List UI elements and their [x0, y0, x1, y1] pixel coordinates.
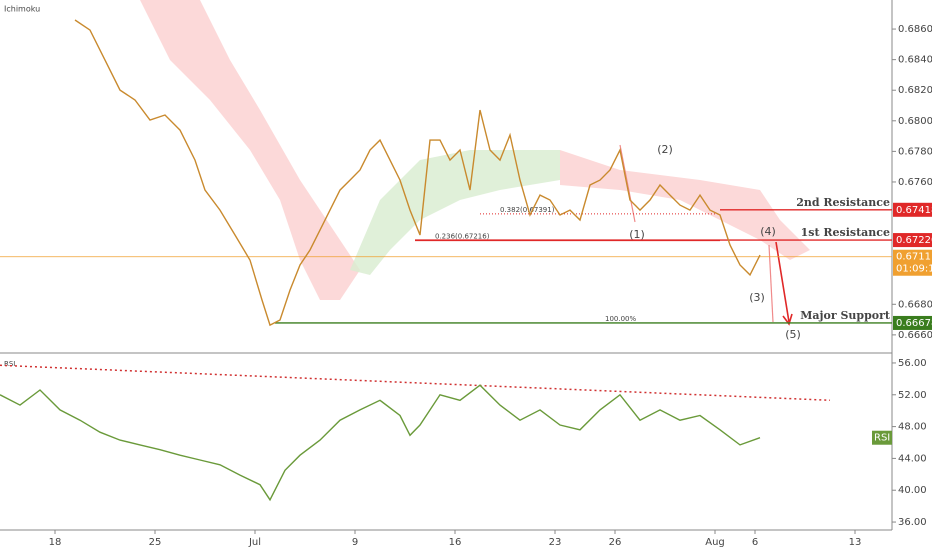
- arrow-head: [782, 313, 793, 326]
- level-name: 2nd Resistance: [796, 196, 890, 209]
- series-name: RSI: [874, 433, 890, 444]
- arrow: [775, 241, 790, 323]
- x-tick-label: 16: [449, 537, 462, 548]
- x-tick-label: 13: [849, 537, 862, 548]
- level-box: [893, 315, 932, 330]
- series-box: [872, 430, 892, 445]
- wave-label: (3): [749, 291, 765, 304]
- y-tick-label: 44.00: [898, 453, 927, 464]
- level-value: 0.67220: [896, 235, 932, 246]
- cloud-bear: [560, 150, 810, 260]
- cloud-bull: [350, 150, 560, 275]
- wave-label: (1): [629, 228, 645, 241]
- y-tick-label: 36.00: [898, 517, 927, 528]
- current-price: 0.67111: [896, 252, 932, 263]
- level-value: 0.67418: [896, 205, 932, 216]
- price-box: [893, 249, 932, 276]
- indicator-title: Ichimoku: [4, 5, 40, 14]
- ichimoku-cloud: [140, 0, 810, 300]
- level-value: 0.66678: [896, 318, 932, 329]
- x-tick-label: 18: [49, 537, 62, 548]
- x-tick-label: Aug: [705, 537, 725, 548]
- level-box: [893, 202, 932, 217]
- fib-label: 0.382(0.67391): [500, 206, 555, 214]
- level-box: [893, 233, 932, 248]
- trendline: [0, 364, 831, 402]
- arrow: [768, 244, 774, 323]
- rsi-title: RSI: [4, 360, 15, 368]
- timer: 01:09:18: [896, 264, 932, 275]
- x-tick-label: Jul: [248, 537, 261, 548]
- x-tick-label: 6: [752, 537, 758, 548]
- y-tick-label: 56.00: [898, 358, 927, 369]
- y-tick-label: 52.00: [898, 390, 927, 401]
- level-name: 1st Resistance: [801, 226, 890, 239]
- x-tick-label: 9: [352, 537, 358, 548]
- cloud-bear: [140, 0, 360, 300]
- wave-label: (4): [760, 225, 776, 238]
- wave-label: (5): [785, 328, 801, 341]
- y-tick-label: 48.00: [898, 422, 927, 433]
- price-line: [74, 19, 761, 327]
- x-tick-label: 25: [149, 537, 162, 548]
- fib-label: 0.236(0.67216): [435, 233, 490, 241]
- wave-arrows: [619, 144, 793, 326]
- price-line: [0, 384, 761, 502]
- x-tick-label: 26: [609, 537, 622, 548]
- level-name: Major Support: [800, 309, 891, 322]
- wave-label: (2): [657, 143, 673, 156]
- arrow: [619, 144, 636, 223]
- fib-label: 100.00%: [605, 315, 636, 323]
- x-tick-label: 23: [549, 537, 562, 548]
- y-tick-label: 40.00: [898, 485, 927, 496]
